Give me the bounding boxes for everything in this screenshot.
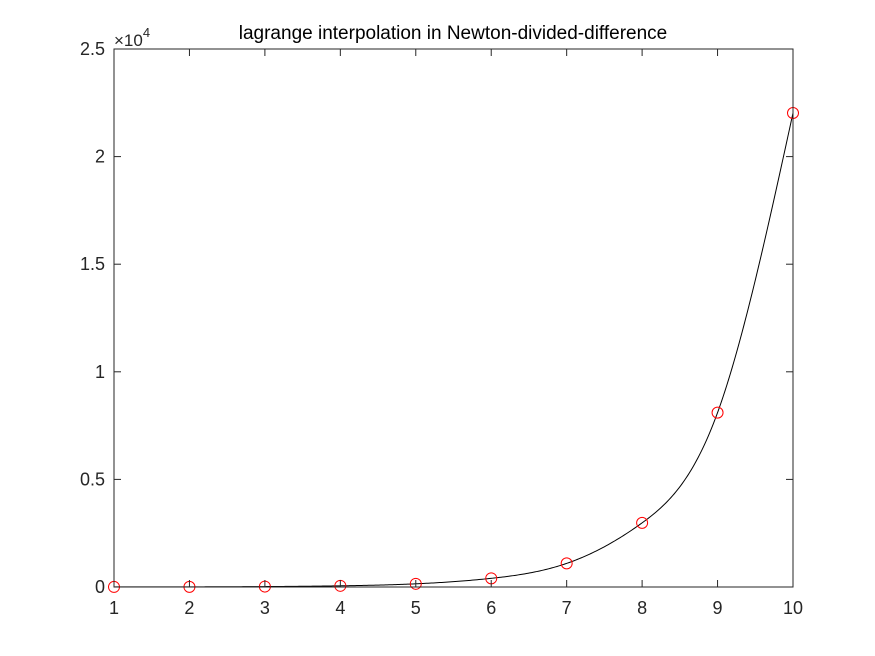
- chart-title: lagrange interpolation in Newton-divided…: [239, 23, 667, 44]
- y-tick-label: 1.5: [80, 254, 105, 274]
- data-point-marker: [636, 516, 649, 529]
- y-tick-label: 1: [95, 362, 105, 382]
- y-tick-label: 2: [95, 147, 105, 167]
- y-tick-label: 0: [95, 577, 105, 597]
- y-exponent-label: ×104: [114, 25, 150, 50]
- x-tick-label: 8: [637, 598, 647, 618]
- axes-box: [113, 48, 794, 588]
- x-tick-label: 9: [713, 598, 723, 618]
- data-point-marker: [409, 577, 422, 590]
- x-tick-label: 10: [783, 598, 803, 618]
- y-exponent-base: ×10: [114, 31, 143, 50]
- tick-layer: 1 2 3 4 5 6 7 8 9 10 0 0.5 1 1.5 2 2.5: [80, 39, 803, 618]
- x-tick-label: 3: [260, 598, 270, 618]
- y-exponent-power: 4: [143, 25, 150, 40]
- x-tick-label: 4: [335, 598, 345, 618]
- data-point-marker: [711, 406, 724, 419]
- x-tick-label: 5: [411, 598, 421, 618]
- x-tick-label: 2: [184, 598, 194, 618]
- y-tick-label: 0.5: [80, 469, 105, 489]
- data-point-marker: [560, 557, 573, 570]
- y-tick-label: 2.5: [80, 39, 105, 59]
- x-tick-label: 7: [562, 598, 572, 618]
- x-tick-label: 6: [486, 598, 496, 618]
- plot-area: [114, 49, 793, 587]
- x-tick-label: 1: [109, 598, 119, 618]
- axes: 1 2 3 4 5 6 7 8 9 10 0 0.5 1 1.5 2 2.5: [80, 39, 803, 618]
